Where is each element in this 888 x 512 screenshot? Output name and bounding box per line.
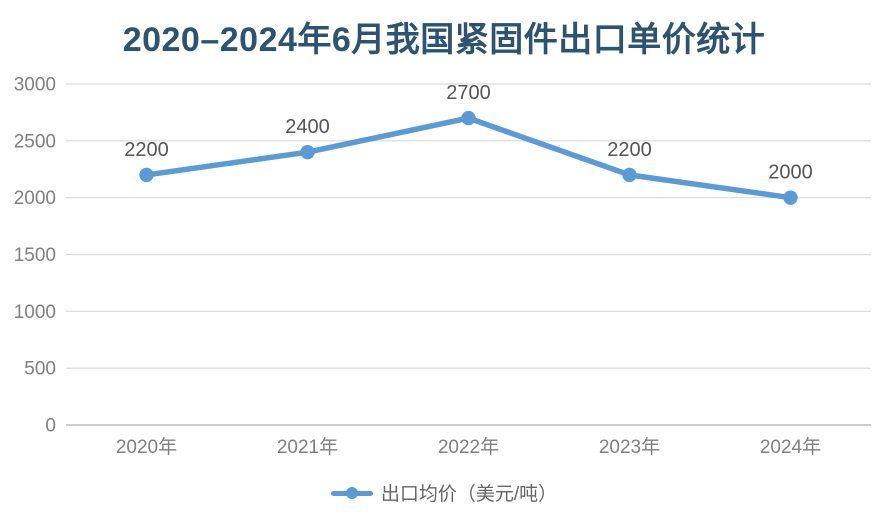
x-axis-tick-label: 2020年	[116, 436, 177, 458]
data-point	[139, 167, 154, 183]
x-axis-tick-label: 2024年	[760, 436, 821, 458]
legend-line-marker-icon	[330, 486, 373, 500]
y-axis-tick-label: 1500	[14, 245, 56, 266]
data-label: 2400	[285, 116, 330, 138]
data-point	[622, 167, 637, 183]
legend: 出口均价（美元/吨）	[0, 479, 888, 506]
y-axis-tick-label: 1000	[14, 302, 56, 323]
data-label: 2000	[768, 162, 813, 184]
data-point	[300, 145, 315, 160]
data-point	[461, 110, 476, 126]
x-axis-tick-label: 2021年	[277, 436, 338, 458]
x-axis-tick-label: 2023年	[599, 436, 660, 458]
chart-title: 2020–2024年6月我国紧固件出口单价统计	[122, 21, 766, 59]
series-line	[143, 115, 794, 201]
data-point	[783, 190, 798, 205]
x-axis-tick-label: 2022年	[438, 436, 499, 458]
legend-point-icon	[345, 486, 358, 499]
data-label: 2700	[446, 82, 491, 104]
y-axis-tick-label: 2000	[14, 188, 56, 209]
y-axis-tick-label: 3000	[14, 75, 56, 96]
legend-label: 出口均价（美元/吨）	[380, 484, 558, 505]
data-label: 2200	[607, 139, 652, 161]
y-axis-tick-label: 2500	[14, 131, 56, 152]
y-axis-tick-label: 500	[24, 359, 56, 380]
data-label: 2200	[124, 139, 169, 161]
y-axis-tick-label: 0	[45, 416, 56, 437]
